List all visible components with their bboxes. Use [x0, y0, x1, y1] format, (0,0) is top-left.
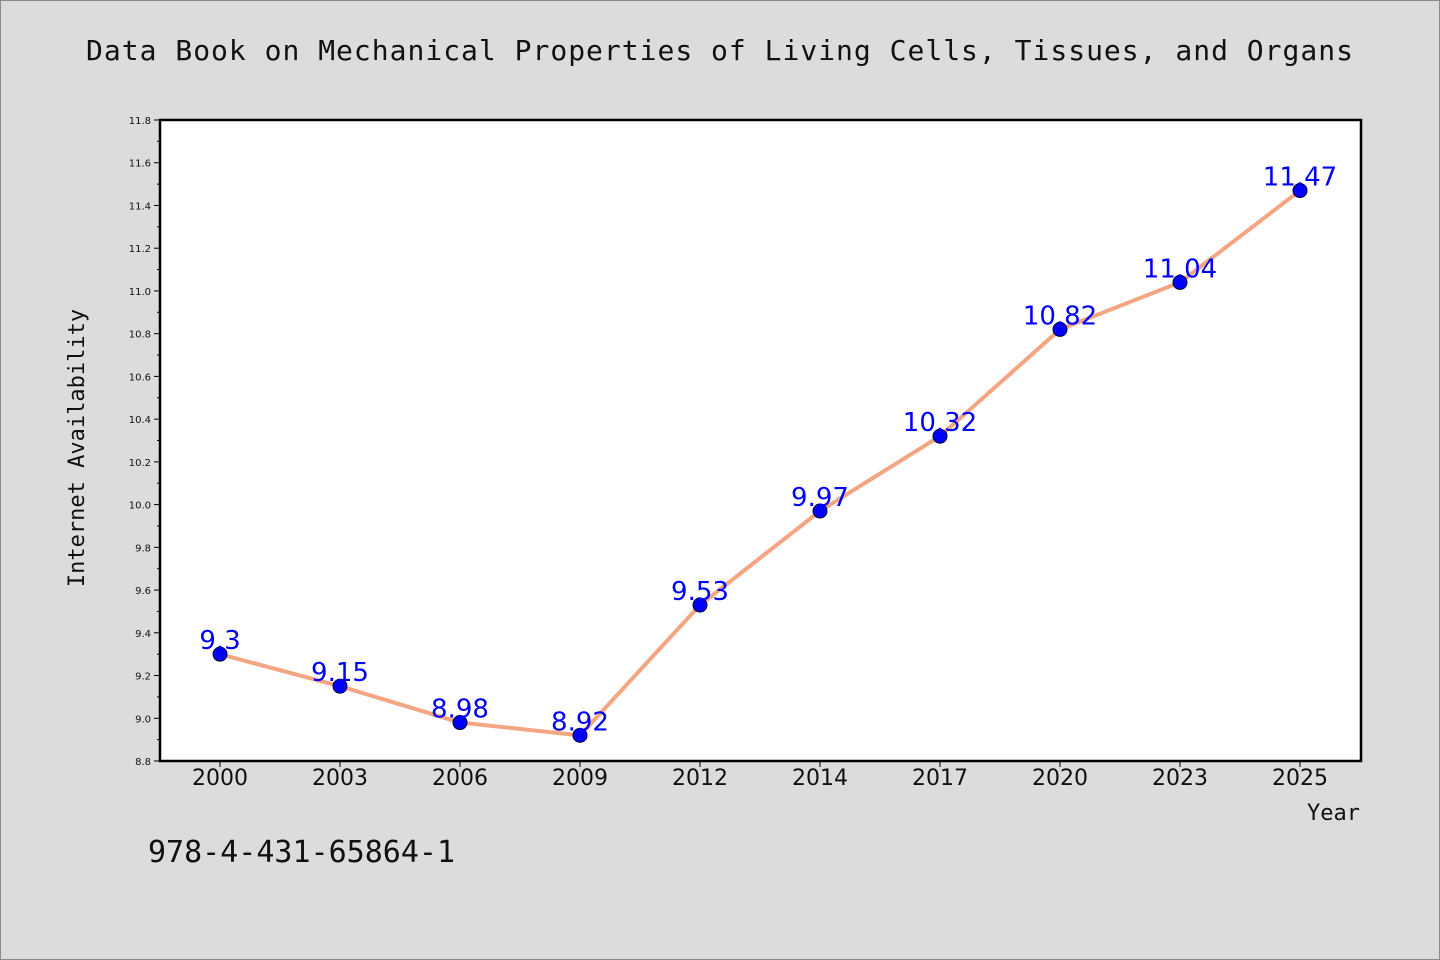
series-line	[219, 188, 1302, 738]
x-tick-label: 2023	[1152, 766, 1208, 791]
data-point	[452, 715, 468, 731]
x-axis-label: Year	[1307, 801, 1360, 826]
y-axis-label: Internet Availability	[65, 309, 90, 587]
plot-area	[158, 118, 1363, 763]
data-label: 10.82	[1023, 301, 1097, 331]
data-label: 11.04	[1143, 254, 1217, 284]
x-tick-label: 2020	[1032, 766, 1088, 791]
data-point	[1052, 321, 1068, 337]
isbn-text: 978-4-431-65864-1	[148, 835, 456, 870]
data-point	[332, 678, 348, 694]
y-tick-label: 9.0	[135, 714, 151, 725]
y-tick-label: 10.8	[129, 330, 151, 341]
y-tick-label: 11.0	[129, 287, 151, 298]
y-tick-label: 10.0	[129, 501, 151, 512]
data-markers	[212, 183, 1308, 743]
data-point	[812, 503, 828, 519]
data-label: 9.53	[671, 577, 729, 607]
x-tick-label: 2006	[432, 766, 488, 791]
data-point	[1172, 274, 1188, 290]
data-label: 8.92	[551, 707, 609, 737]
y-tick-label: 9.6	[135, 586, 151, 597]
data-point	[932, 428, 948, 444]
y-tick-label: 11.8	[129, 116, 151, 127]
y-tick-label: 8.8	[135, 757, 151, 768]
y-tick-label: 10.6	[129, 372, 151, 383]
y-tick-label: 9.8	[135, 543, 151, 554]
x-tick-label: 2003	[312, 766, 368, 791]
data-label: 9.3	[199, 626, 240, 656]
x-tick-label: 2014	[792, 766, 848, 791]
x-tick-label: 2025	[1272, 766, 1328, 791]
data-label: 8.98	[431, 695, 489, 725]
y-tick-label: 10.2	[129, 458, 151, 469]
y-tick-label: 11.2	[129, 244, 151, 255]
x-tick-label: 2000	[192, 766, 248, 791]
data-point	[572, 727, 588, 743]
x-tick-label: 2017	[912, 766, 968, 791]
x-tick-label: 2009	[552, 766, 608, 791]
data-label: 10.32	[903, 408, 977, 438]
y-tick-label: 9.4	[135, 629, 151, 640]
data-labels: 9.3 9.15 8.98 8.92 9.53 9.97 10.32 10.82 11.04 11…	[199, 163, 1337, 738]
y-tick-label: 11.6	[129, 159, 151, 170]
data-point	[1292, 183, 1308, 199]
y-tick-label: 10.4	[129, 415, 151, 426]
y-axis-ticks: 8.8 9.0 9.2 9.4 9.6 9.8 10.0 10.2 10.4 10.6 10.8 11…	[129, 116, 160, 768]
data-label: 9.97	[791, 483, 849, 513]
data-point	[692, 597, 708, 613]
y-tick-label: 11.4	[129, 201, 151, 212]
y-tick-label: 9.2	[135, 672, 151, 683]
x-axis-ticks: 2000 2003 2006 2009 2012 2014 2017 2020 2023 2025	[192, 761, 1328, 791]
data-point	[212, 646, 228, 662]
chart-title: Data Book on Mechanical Properties of Li…	[86, 34, 1354, 67]
data-label: 9.15	[311, 658, 369, 688]
data-label: 11.47	[1263, 163, 1337, 193]
x-tick-label: 2012	[672, 766, 728, 791]
